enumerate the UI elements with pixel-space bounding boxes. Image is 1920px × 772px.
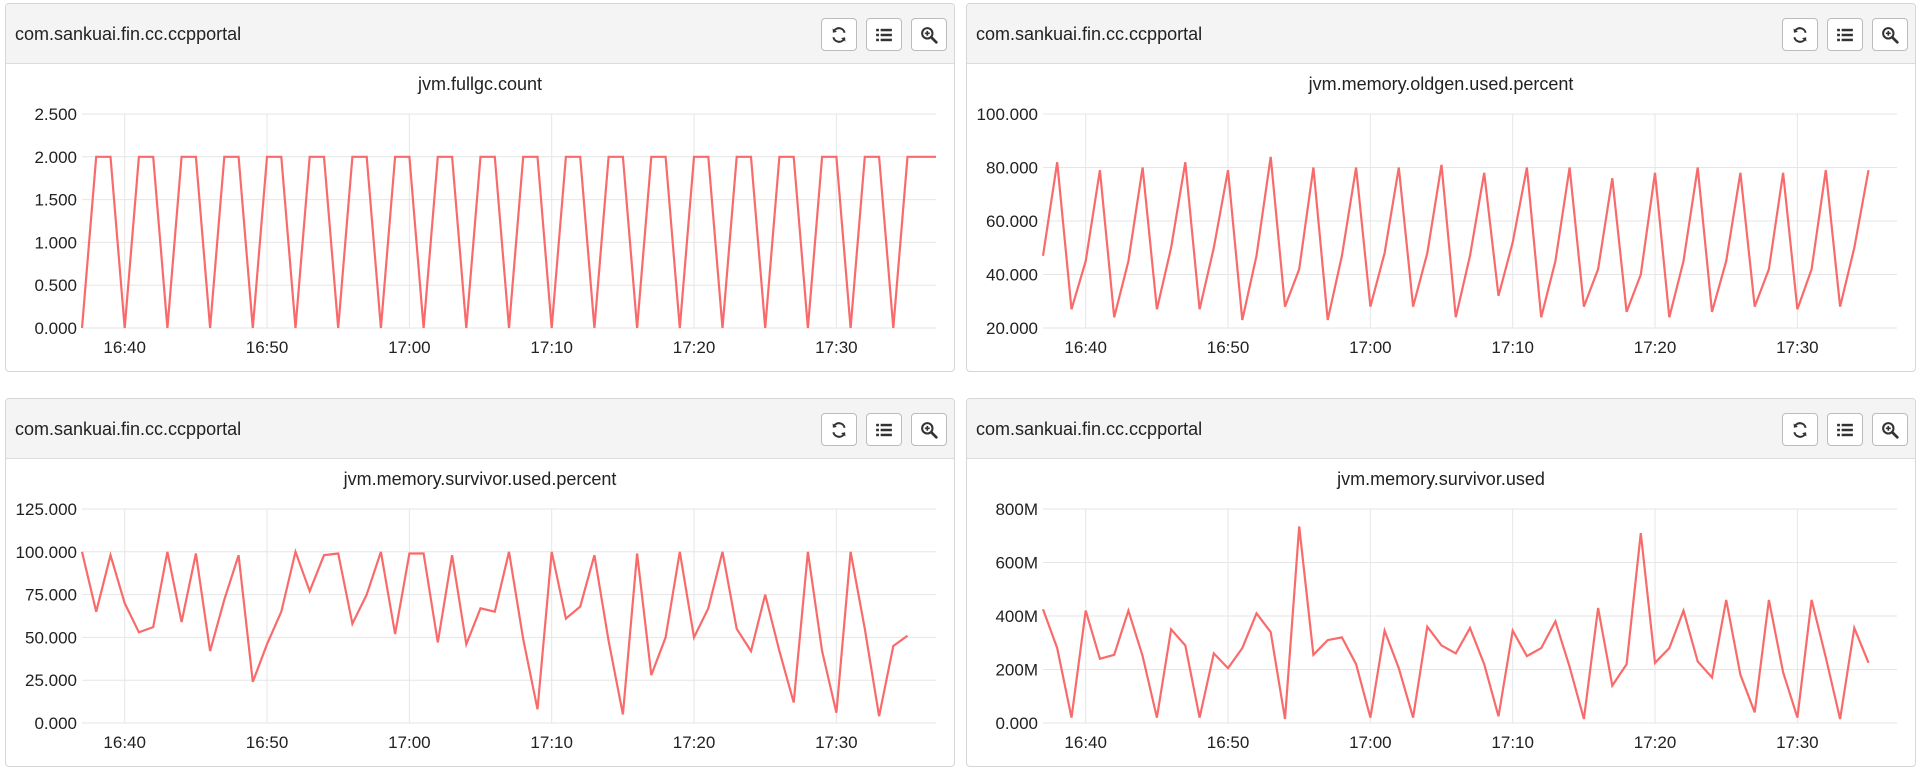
list-button[interactable] [1827,18,1863,51]
x-tick-label: 16:50 [246,733,289,752]
y-tick-label: 200M [995,661,1038,680]
y-tick-label: 100.000 [977,105,1038,124]
x-tick-label: 17:00 [388,733,431,752]
x-tick-label: 16:40 [103,733,146,752]
x-tick-label: 17:20 [1634,733,1677,752]
chart-oldgen: jvm.memory.oldgen.used.percent 20.000 40.0… [977,74,1897,357]
series-line [1041,526,1870,720]
panel-header: com.sankuai.fin.cc.ccpportal [6,399,954,459]
zoom-in-icon [921,421,938,439]
panel-toolbar [812,413,947,446]
x-tick-label: 17:30 [1776,338,1819,357]
x-tick-label: 17:00 [388,338,431,357]
panel-title: com.sankuai.fin.cc.ccpportal [15,419,242,439]
x-tick-label: 16:40 [103,338,146,357]
zoom-button[interactable] [911,18,947,51]
chart-survivor-percent: jvm.memory.survivor.used.percent 0.000 25.… [16,469,936,752]
refresh-icon [1793,421,1807,438]
x-tick-label: 16:50 [1207,733,1250,752]
y-tick-label: 800M [995,500,1038,519]
series-line [80,155,936,329]
y-tick-label: 125.000 [16,500,77,519]
y-tick-label: 25.000 [25,671,77,690]
panel-header: com.sankuai.fin.cc.ccpportal [967,4,1915,64]
list-icon [1837,28,1853,41]
zoom-in-icon [1882,421,1899,439]
x-tick-label: 17:30 [815,338,858,357]
list-button[interactable] [866,18,902,51]
refresh-icon [1793,26,1807,43]
y-tick-label: 50.000 [25,628,77,647]
x-tick-label: 17:10 [1491,338,1534,357]
x-tick-label: 17:00 [1349,733,1392,752]
chart-title: jvm.memory.oldgen.used.percent [1308,74,1574,94]
chart-panel-survivor-used: com.sankuai.fin.cc.ccpportal jvm.memory.… [966,398,1916,767]
series-line [1041,156,1870,321]
list-button[interactable] [866,413,902,446]
panel-title: com.sankuai.fin.cc.ccpportal [976,24,1203,44]
panel-toolbar [1773,413,1908,446]
x-tick-label: 17:20 [673,733,716,752]
y-tick-label: 600M [995,554,1038,573]
chart-panel-fullgc: com.sankuai.fin.cc.ccpportal jvm.fullgc.… [5,3,955,372]
y-tick-label: 0.000 [34,714,77,733]
y-tick-label: 20.000 [986,319,1038,338]
y-tick-label: 100.000 [16,543,77,562]
series-line [80,547,909,717]
chart-panel-survivor-percent: com.sankuai.fin.cc.ccpportal jvm.memory.… [5,398,955,767]
zoom-button[interactable] [911,413,947,446]
y-tick-label: 2.000 [34,148,77,167]
y-tick-label: 0.500 [34,276,77,295]
panel-toolbar [1773,18,1908,51]
y-tick-label: 400M [995,607,1038,626]
x-tick-label: 16:40 [1064,338,1107,357]
zoom-button[interactable] [1872,18,1908,51]
list-icon [876,423,892,436]
x-tick-label: 16:50 [246,338,289,357]
y-tick-label: 80.000 [986,159,1038,178]
refresh-button[interactable] [821,413,857,446]
chart-fullgc: jvm.fullgc.count 0.000 0.500 1.000 1.500 2.00… [34,74,936,357]
refresh-icon [832,421,846,438]
chart-panel-oldgen: com.sankuai.fin.cc.ccpportal jvm.memory.… [966,3,1916,372]
x-tick-label: 17:20 [1634,338,1677,357]
y-tick-label: 2.500 [34,105,77,124]
y-tick-label: 1.500 [34,191,77,210]
x-tick-label: 17:00 [1349,338,1392,357]
list-icon [876,28,892,41]
refresh-icon [832,26,846,43]
x-tick-label: 17:10 [530,338,573,357]
zoom-in-icon [921,26,938,44]
chart-survivor-used: jvm.memory.survivor.used 0.000 200M 400M 600… [995,469,1897,752]
x-tick-label: 16:50 [1207,338,1250,357]
refresh-button[interactable] [821,18,857,51]
y-tick-label: 40.000 [986,266,1038,285]
y-tick-label: 60.000 [986,212,1038,231]
panel-toolbar [812,18,947,51]
zoom-button[interactable] [1872,413,1908,446]
y-tick-label: 0.000 [995,714,1038,733]
list-icon [1837,423,1853,436]
panel-title: com.sankuai.fin.cc.ccpportal [976,419,1203,439]
refresh-button[interactable] [1782,18,1818,51]
x-tick-label: 17:30 [815,733,858,752]
x-tick-label: 16:40 [1064,733,1107,752]
x-tick-label: 17:30 [1776,733,1819,752]
y-tick-label: 75.000 [25,586,77,605]
x-tick-label: 17:20 [673,338,716,357]
list-button[interactable] [1827,413,1863,446]
y-tick-label: 1.000 [34,233,77,252]
panel-header: com.sankuai.fin.cc.ccpportal [6,4,954,64]
y-tick-label: 0.000 [34,319,77,338]
x-tick-label: 17:10 [530,733,573,752]
zoom-in-icon [1882,26,1899,44]
chart-title: jvm.memory.survivor.used [1336,469,1545,489]
x-tick-label: 17:10 [1491,733,1534,752]
chart-title: jvm.memory.survivor.used.percent [343,469,617,489]
panel-header: com.sankuai.fin.cc.ccpportal [967,399,1915,459]
chart-title: jvm.fullgc.count [417,74,542,94]
refresh-button[interactable] [1782,413,1818,446]
panel-title: com.sankuai.fin.cc.ccpportal [15,24,242,44]
